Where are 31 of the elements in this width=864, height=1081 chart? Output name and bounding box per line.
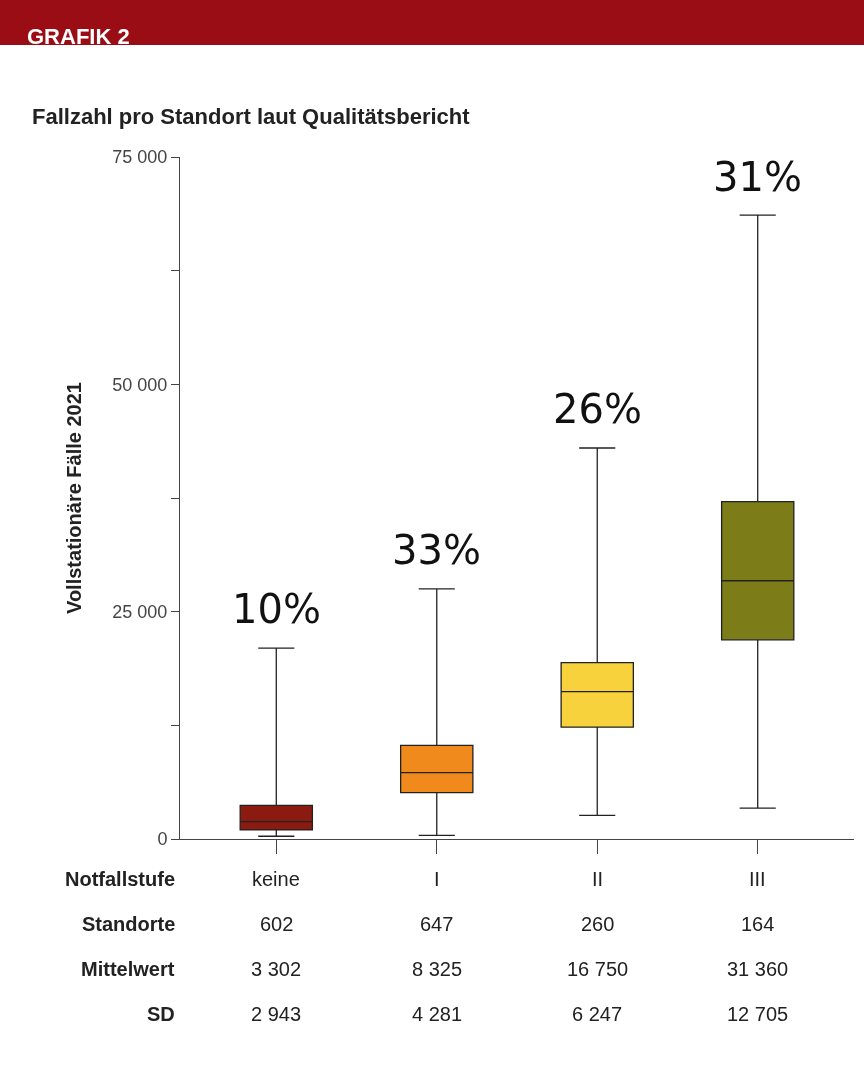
x-tick-label: III: [749, 868, 766, 890]
text: 260: [581, 913, 615, 935]
text: 8 325: [412, 958, 463, 980]
annotation: 33%: [392, 527, 481, 573]
text: SD: [147, 1003, 175, 1025]
chart-title: GRAFIK 2: [27, 24, 130, 49]
x-tick-label: I: [434, 868, 440, 890]
text: 4 281: [412, 1003, 463, 1025]
text: Mittelwert: [81, 958, 175, 980]
text: 164: [741, 913, 775, 935]
annotation: 10%: [232, 586, 321, 632]
text: 6 247: [572, 1003, 623, 1025]
text: 31 360: [727, 958, 789, 980]
x-axis-title: Notfallstufe: [65, 868, 175, 890]
y-axis-title: Vollstationäre Fälle 2021: [62, 382, 85, 614]
text: 3 302: [251, 958, 302, 980]
annotation: 31%: [713, 154, 802, 200]
annotation: 26%: [553, 386, 642, 432]
text: 12 705: [727, 1003, 789, 1025]
text: 647: [420, 913, 454, 935]
x-tick-label: II: [592, 868, 604, 890]
text: Standorte: [82, 913, 176, 935]
text: 2 943: [251, 1003, 302, 1025]
y-tick-label: 75 000: [112, 147, 168, 168]
x-tick-label: keine: [252, 868, 300, 890]
y-tick-label: 25 000: [112, 601, 168, 622]
chart-subtitle: Fallzahl pro Standort laut Qualitätsbericht: [32, 104, 471, 129]
text: 602: [260, 913, 294, 935]
y-tick-label: 0: [157, 829, 168, 850]
y-tick-label: 50 000: [112, 374, 168, 395]
text: 16 750: [567, 958, 629, 980]
